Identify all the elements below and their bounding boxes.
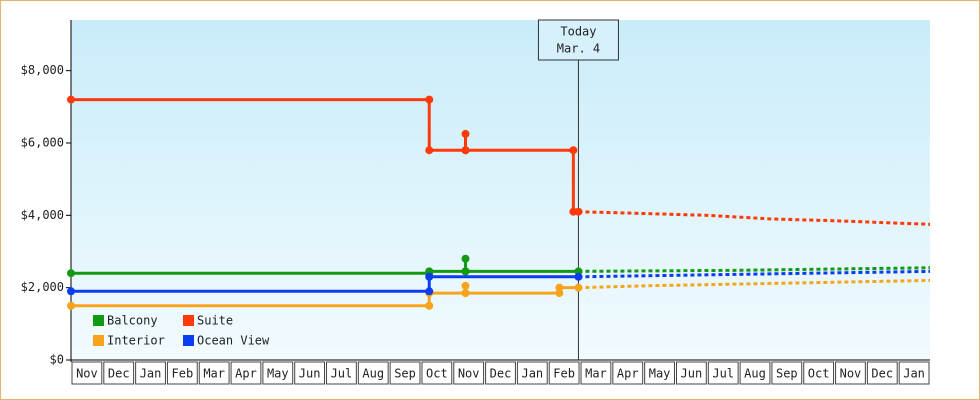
today-label: Today (560, 25, 596, 39)
price-point (425, 146, 434, 155)
x-tick-label: Mar (585, 367, 607, 381)
price-point (67, 301, 75, 310)
x-tick-label: Feb (553, 367, 575, 381)
x-tick-cell (421, 361, 453, 385)
x-tick-cell (485, 361, 516, 385)
x-tick-label: Dec (871, 367, 893, 381)
legend-swatch (93, 335, 104, 346)
x-tick-label: Aug (744, 367, 766, 381)
legend-swatch (183, 315, 194, 326)
x-tick-cell (294, 361, 326, 385)
x-tick-cell (866, 361, 898, 385)
x-tick-cell (357, 361, 389, 385)
price-point (461, 289, 470, 298)
x-tick-label: May (267, 367, 289, 381)
x-tick-label: Nov (76, 367, 98, 381)
legend-swatch (183, 335, 194, 346)
x-tick-cell (771, 361, 803, 385)
x-tick-cell (103, 361, 135, 385)
x-tick-cell (548, 361, 580, 385)
price-line (71, 275, 579, 293)
price-point (569, 146, 578, 155)
x-tick-label: Mar (203, 367, 225, 381)
x-tick-cell (135, 361, 166, 385)
x-tick-label: Apr (235, 367, 257, 381)
price-point (555, 283, 564, 292)
price-point (461, 281, 470, 290)
price-point (461, 146, 470, 155)
price-point (461, 267, 470, 276)
x-tick-label: Jan (521, 367, 543, 381)
x-tick-cell (580, 361, 612, 385)
x-tick-cell (612, 361, 644, 385)
price-point (67, 95, 75, 104)
y-tick-label: $2,000 (21, 280, 64, 294)
price-point (461, 129, 470, 138)
today-box (537, 19, 619, 61)
x-tick-cell (707, 361, 739, 385)
price-point (425, 287, 434, 296)
price-point (67, 269, 75, 278)
price-point (461, 254, 470, 263)
x-tick-cell (198, 361, 230, 385)
x-tick-cell (898, 361, 930, 385)
price-point (574, 283, 583, 292)
x-tick-label: Jul (331, 367, 353, 381)
price-point (425, 301, 434, 310)
x-tick-label: Oct (808, 367, 830, 381)
x-tick-cell (326, 361, 357, 385)
x-tick-cell (516, 361, 548, 385)
x-tick-cell (803, 361, 835, 385)
x-tick-label: Oct (426, 367, 448, 381)
price-point (425, 272, 434, 281)
x-tick-label: May (649, 367, 671, 381)
legend-label: Balcony (107, 314, 158, 328)
x-tick-cell (453, 361, 485, 385)
forecast-line (578, 269, 931, 279)
x-tick-label: Jun (299, 367, 321, 381)
forecast-line (578, 278, 931, 290)
x-tick-label: Jun (681, 367, 703, 381)
x-tick-cell (644, 361, 675, 385)
x-tick-label: Apr (617, 367, 639, 381)
x-tick-label: Dec (108, 367, 130, 381)
plot-area (71, 20, 930, 360)
x-tick-label: Aug (362, 367, 384, 381)
x-tick-label: Jan (140, 367, 162, 381)
x-tick-cell (835, 361, 866, 385)
x-tick-cell (739, 361, 771, 385)
today-label: Mar. 4 (557, 42, 600, 56)
legend-label: Interior (107, 334, 165, 348)
y-tick-label: $8,000 (21, 63, 64, 77)
x-tick-label: Jul (712, 367, 734, 381)
y-tick-label: $4,000 (21, 208, 64, 222)
x-tick-label: Dec (490, 367, 512, 381)
x-tick-label: Nov (840, 367, 862, 381)
x-tick-cell (230, 361, 262, 385)
legend-label: Suite (197, 314, 233, 328)
price-point (425, 95, 434, 104)
forecast-line (578, 266, 931, 273)
legend-label: Ocean View (197, 334, 270, 348)
x-tick-cell (389, 361, 421, 385)
price-point (67, 287, 75, 296)
price-point (574, 272, 583, 281)
legend-swatch (93, 315, 104, 326)
y-tick-label: $0 (50, 353, 64, 367)
x-tick-label: Sep (394, 367, 416, 381)
x-tick-label: Feb (172, 367, 194, 381)
x-tick-label: Jan (903, 367, 925, 381)
x-tick-cell (262, 361, 294, 385)
price-point (574, 207, 583, 216)
x-tick-cell (675, 361, 707, 385)
x-tick-label: Nov (458, 367, 480, 381)
y-tick-label: $6,000 (21, 135, 64, 149)
x-tick-label: Sep (776, 367, 798, 381)
x-tick-cell (71, 361, 103, 385)
x-tick-cell (166, 361, 198, 385)
